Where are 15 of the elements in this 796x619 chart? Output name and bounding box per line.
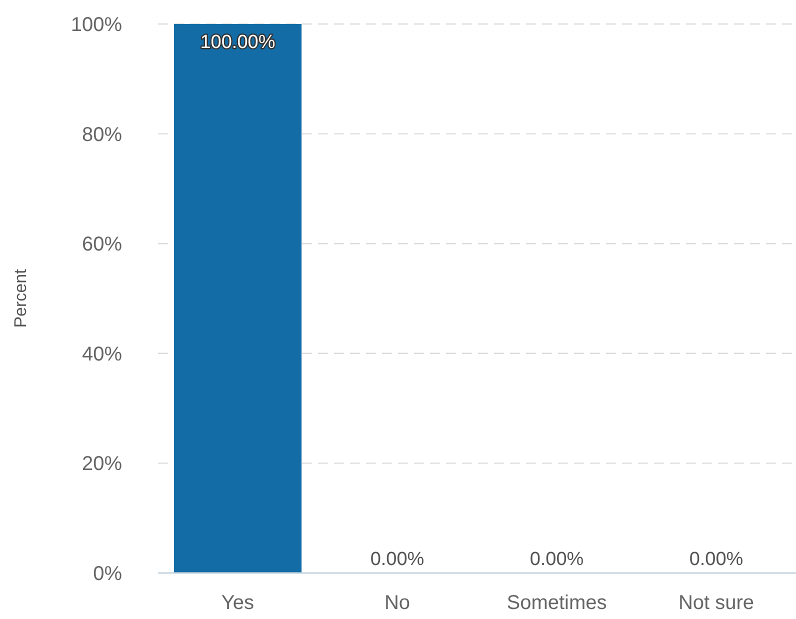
- y-tick-label: 0%: [93, 563, 122, 585]
- x-tick-label: Not sure: [678, 592, 754, 614]
- y-tick-label: 40%: [82, 343, 122, 366]
- data-label: 0.00%: [530, 549, 584, 570]
- y-tick-label: 20%: [82, 453, 122, 476]
- y-axis-title: Percent: [11, 268, 30, 328]
- x-tick-label: Sometimes: [506, 592, 607, 614]
- data-label: 100.00%: [200, 32, 276, 53]
- y-tick-label: 60%: [82, 234, 122, 256]
- y-tick-label: 80%: [82, 124, 122, 146]
- x-tick-label: No: [384, 592, 410, 614]
- data-label: 0.00%: [370, 549, 424, 570]
- x-tick-label: Yes: [221, 592, 254, 614]
- y-tick-label: 100%: [70, 14, 122, 36]
- data-label: 0.00%: [689, 549, 744, 570]
